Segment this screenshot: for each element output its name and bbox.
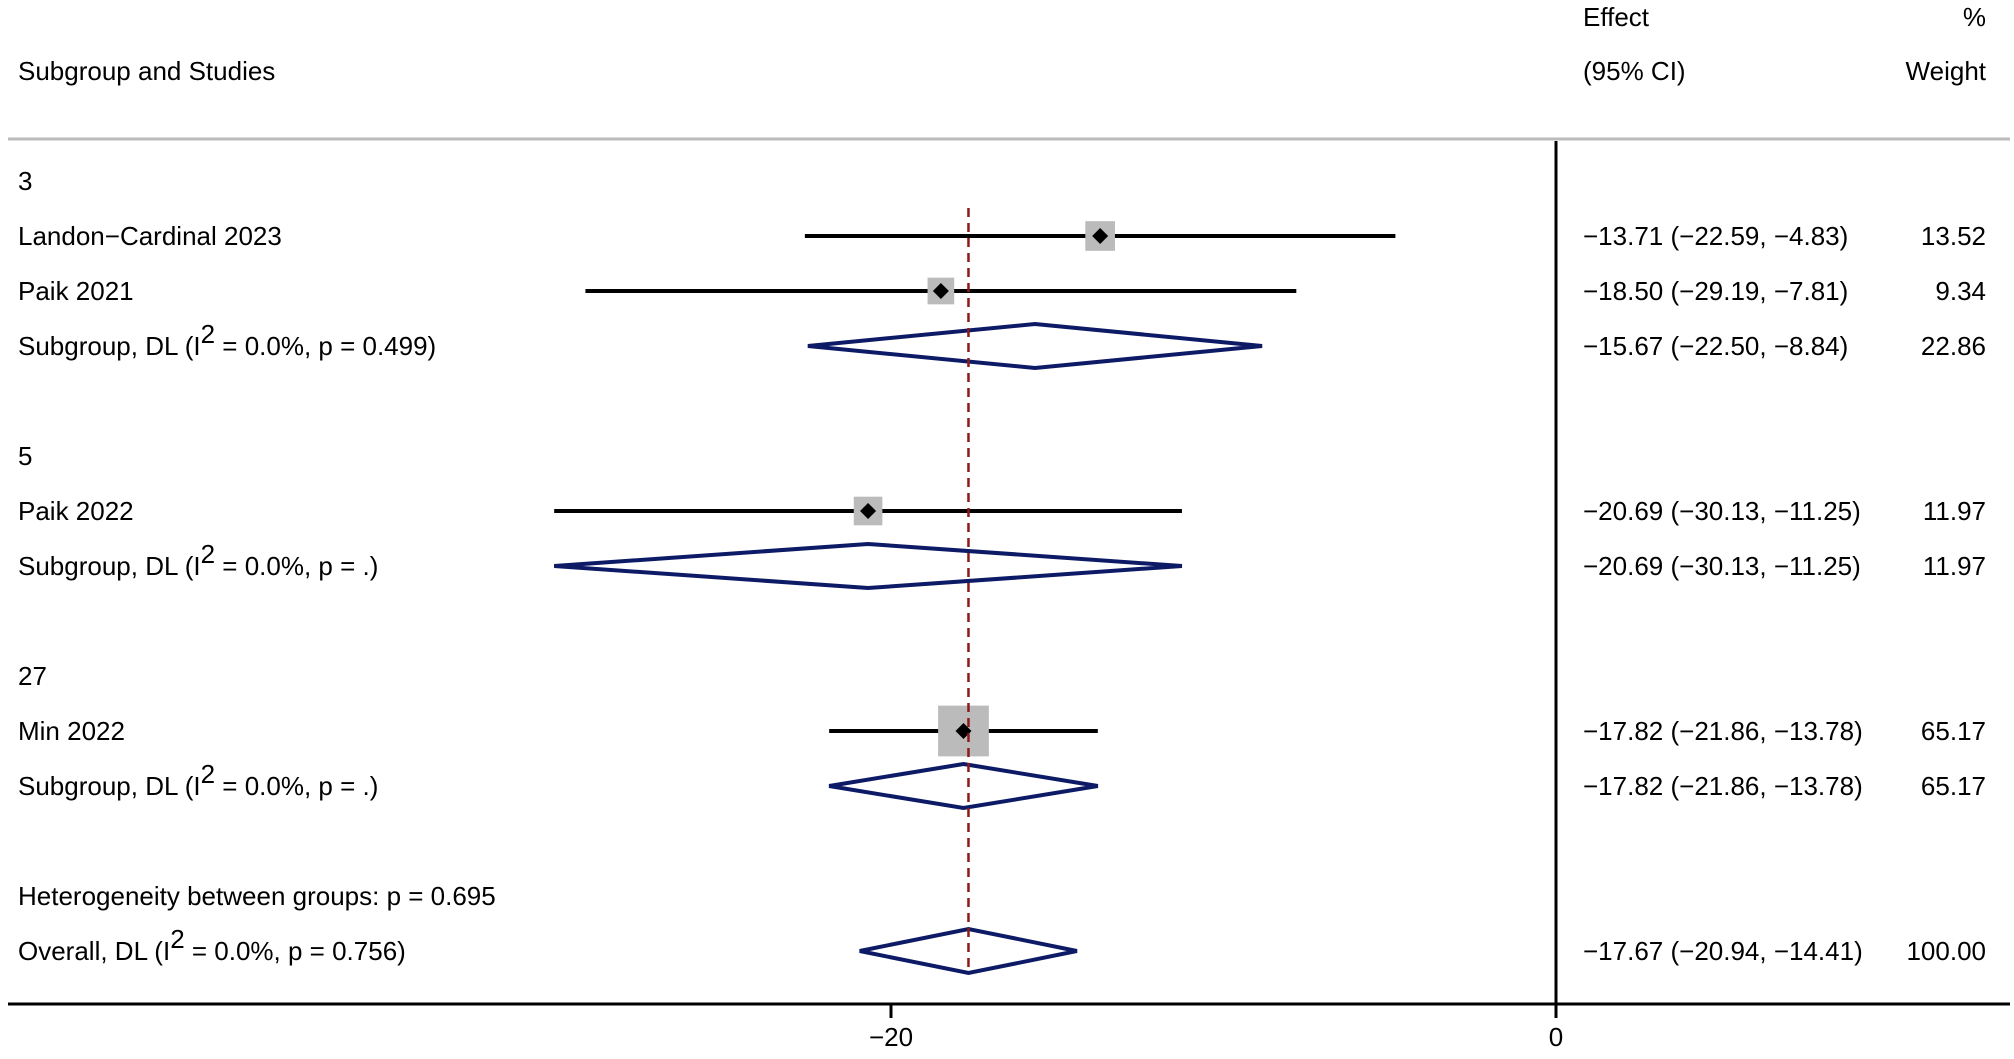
weight-text: 65.17 [1921,716,1986,746]
study-label: Paik 2022 [18,496,134,526]
header-ci: (95% CI) [1583,56,1686,86]
subgroup-diamond [828,761,1099,811]
heterogeneity-note: Heterogeneity between groups: p = 0.695 [18,881,496,911]
effect-ci-text: −20.69 (−30.13, −11.25) [1583,551,1861,581]
point-estimate-marker [932,283,949,299]
rows-layer: 3 Landon−Cardinal 2023 −13.71 (−22.59, −4.… [18,166,1986,976]
effect-ci-text: −17.67 (−20.94, −14.41) [1583,936,1863,966]
weight-text: 11.97 [1923,496,1986,526]
subgroup-diamond [807,321,1263,371]
x-tick-label: −20 [869,1022,913,1052]
subgroup-label: 5 [18,441,32,471]
weight-text: 13.52 [1921,221,1986,251]
header-weight: Weight [1906,56,1987,86]
effect-ci-text: −17.82 (−21.86, −13.78) [1583,771,1863,801]
effect-ci-text: −15.67 (−22.50, −8.84) [1583,331,1848,361]
overall-label: Overall, DL (I2 = 0.0%, p = 0.756) [18,924,406,966]
study-label: Min 2022 [18,716,125,746]
effect-ci-text: −18.50 (−29.19, −7.81) [1583,276,1848,306]
study-label: Paik 2021 [18,276,134,306]
header-effect: Effect [1583,2,1650,32]
subgroup-summary-label: Subgroup, DL (I2 = 0.0%, p = .) [18,539,378,581]
weight-text: 100.00 [1906,936,1986,966]
overall-diamond [859,926,1078,976]
point-estimate-marker [860,503,877,519]
subgroup-label: 27 [18,661,47,691]
effect-ci-text: −17.82 (−21.86, −13.78) [1583,716,1863,746]
study-label: Landon−Cardinal 2023 [18,221,282,251]
effect-ci-text: −13.71 (−22.59, −4.83) [1583,221,1848,251]
subgroup-summary-label: Subgroup, DL (I2 = 0.0%, p = .) [18,759,378,801]
weight-text: 65.17 [1921,771,1986,801]
header-study: Subgroup and Studies [18,56,275,86]
subgroup-label: 3 [18,166,32,196]
header-percent: % [1963,2,1986,32]
subgroup-diamond [554,541,1183,591]
weight-text: 11.97 [1923,551,1986,581]
effect-ci-text: −20.69 (−30.13, −11.25) [1583,496,1861,526]
point-estimate-marker [1092,228,1109,244]
subgroup-summary-label: Subgroup, DL (I2 = 0.0%, p = 0.499) [18,319,436,361]
weight-text: 9.34 [1935,276,1986,306]
x-tick-label: 0 [1549,1022,1563,1052]
x-axis: −20 0 [8,141,2010,1052]
weight-text: 22.86 [1921,331,1986,361]
